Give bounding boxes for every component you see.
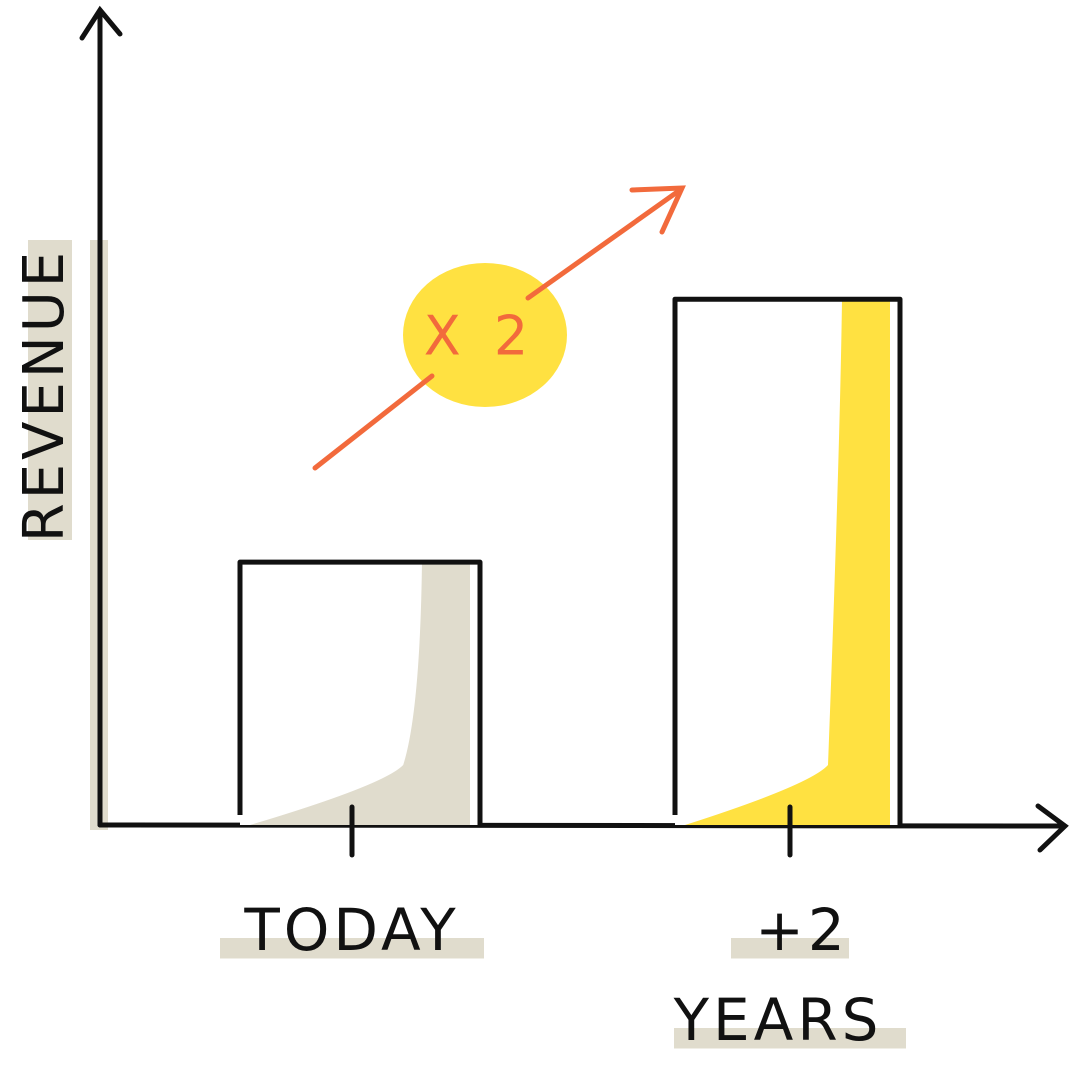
x-tick-text: TODAY (220, 896, 484, 964)
bar-shade (250, 562, 470, 825)
x-tick-label: TODAY (182, 885, 522, 975)
annotation-arrow (525, 187, 683, 301)
x-axis (97, 822, 1065, 829)
label-shade (28, 240, 72, 540)
annotation-arrowhead (629, 185, 686, 235)
x-tick-label: +2 YEARS (660, 885, 920, 1065)
bar-outline (237, 559, 483, 825)
bar-shade (685, 299, 890, 825)
annotation-label: X 2 (424, 305, 537, 368)
bars (237, 296, 903, 858)
y-axis-label: REVENUE (12, 248, 77, 542)
x-tick-text: +2 YEARS (673, 896, 907, 1054)
x-axis-arrow (1035, 803, 1069, 853)
annotation-arrow (312, 373, 435, 471)
bar-outline (672, 296, 903, 825)
y-axis-arrow (79, 5, 123, 41)
